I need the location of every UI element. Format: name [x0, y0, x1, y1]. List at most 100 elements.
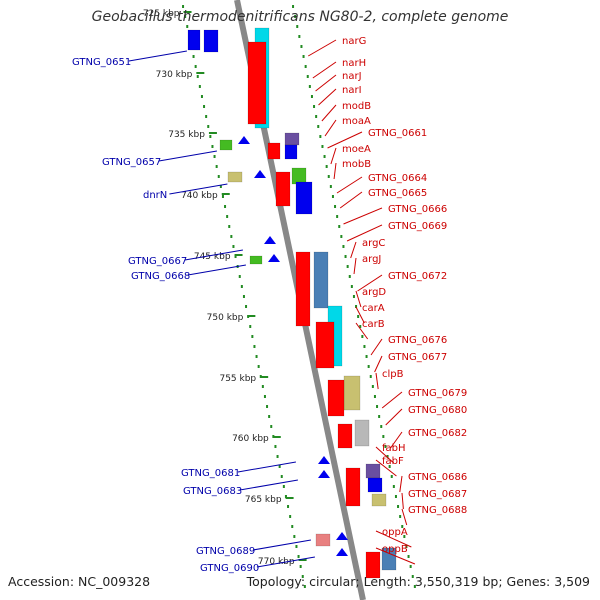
gene-block[interactable]: [337, 423, 353, 449]
gene-label-GTNG_0669[interactable]: GTNG_0669: [388, 221, 447, 232]
gene-label-moeA[interactable]: moeA: [342, 144, 371, 155]
gene-label-dnrN[interactable]: dnrN: [143, 190, 167, 201]
gene-leader-line: [307, 39, 337, 57]
gene-arrow[interactable]: [336, 548, 348, 556]
gene-block[interactable]: [295, 251, 311, 327]
gene-label-GTNG_0686[interactable]: GTNG_0686: [408, 472, 467, 483]
gene-block[interactable]: [227, 171, 243, 183]
axis-tick-label: 735 kbp: [168, 130, 205, 140]
gene-label-GTNG_0664[interactable]: GTNG_0664: [368, 173, 427, 184]
gene-leader-line: [324, 119, 337, 137]
gene-block[interactable]: [313, 251, 329, 309]
gene-label-GTNG_0683[interactable]: GTNG_0683: [183, 486, 242, 497]
gene-arrow[interactable]: [336, 532, 348, 540]
gene-block[interactable]: [187, 29, 201, 51]
gene-label-moaA[interactable]: moaA: [342, 116, 371, 127]
gene-label-narJ[interactable]: narJ: [342, 71, 362, 82]
axis-tick-label: 740 kbp: [181, 191, 218, 201]
gene-leader-line: [390, 431, 403, 449]
gene-label-modB[interactable]: modB: [342, 101, 371, 112]
gene-label-mobB[interactable]: mobB: [342, 159, 371, 170]
gene-label-narH[interactable]: narH: [342, 58, 366, 69]
axis-tick-label: 760 kbp: [232, 434, 269, 444]
topology-text: Topology: circular; Length: 3,550,319 bp…: [246, 574, 590, 589]
gene-label-GTNG_0666[interactable]: GTNG_0666: [388, 204, 447, 215]
gene-label-narI[interactable]: narI: [342, 85, 362, 96]
gene-label-argJ[interactable]: argJ: [362, 254, 381, 265]
gene-label-GTNG_0687[interactable]: GTNG_0687: [408, 489, 467, 500]
gene-leader-line: [346, 224, 383, 242]
gene-block[interactable]: [367, 477, 383, 493]
gene-leader-line: [401, 492, 404, 510]
gene-block[interactable]: [203, 29, 219, 53]
gene-block[interactable]: [381, 547, 397, 571]
gene-leader-line: [184, 249, 243, 261]
gene-block[interactable]: [365, 551, 381, 579]
gene-label-GTNG_0679[interactable]: GTNG_0679: [408, 388, 467, 399]
gene-label-GTNG_0677[interactable]: GTNG_0677: [388, 352, 447, 363]
gene-label-GTNG_0681[interactable]: GTNG_0681: [181, 468, 240, 479]
gene-label-GTNG_0672[interactable]: GTNG_0672: [388, 271, 447, 282]
gene-leader-line: [375, 372, 379, 390]
gene-label-GTNG_0690[interactable]: GTNG_0690: [200, 563, 259, 574]
gene-label-GTNG_0668[interactable]: GTNG_0668: [131, 271, 190, 282]
page-title: Geobacillus thermodenitrificans NG80-2, …: [91, 9, 509, 25]
gene-label-carB[interactable]: carB: [362, 319, 385, 330]
gene-label-GTNG_0651[interactable]: GTNG_0651: [72, 57, 131, 68]
gene-block[interactable]: [354, 419, 370, 447]
gene-block[interactable]: [249, 255, 263, 265]
gene-arrow[interactable]: [254, 170, 266, 178]
gene-label-oppB[interactable]: oppB: [382, 544, 408, 555]
gene-label-GTNG_0657[interactable]: GTNG_0657: [102, 157, 161, 168]
gene-block[interactable]: [345, 467, 361, 507]
gene-arrow[interactable]: [318, 456, 330, 464]
gene-block[interactable]: [371, 493, 387, 507]
gene-label-clpB[interactable]: clpB: [382, 369, 404, 380]
gene-arrow[interactable]: [264, 236, 276, 244]
gene-label-GTNG_0688[interactable]: GTNG_0688: [408, 505, 467, 516]
gene-block[interactable]: [327, 379, 345, 417]
gene-label-GTNG_0682[interactable]: GTNG_0682: [408, 428, 467, 439]
gene-leader-line: [252, 539, 311, 551]
gene-arrow[interactable]: [238, 136, 250, 144]
gene-leader-line: [370, 338, 383, 356]
gene-label-oppA[interactable]: oppA: [382, 527, 408, 538]
gene-block[interactable]: [284, 132, 300, 146]
gene-arrow[interactable]: [268, 254, 280, 262]
gene-features: [187, 27, 397, 579]
gene-leader-line: [321, 104, 337, 122]
gene-leader-line: [350, 241, 357, 259]
gene-leader-line: [355, 322, 369, 340]
gene-block[interactable]: [343, 375, 361, 411]
gene-label-argC[interactable]: argC: [362, 238, 385, 249]
gene-label-GTNG_0689[interactable]: GTNG_0689: [196, 546, 255, 557]
gene-block[interactable]: [267, 142, 281, 160]
gene-block[interactable]: [291, 167, 307, 185]
gene-block[interactable]: [295, 181, 313, 215]
gene-block[interactable]: [315, 533, 331, 547]
gene-label-fabH[interactable]: fabH: [382, 443, 406, 454]
gene-block[interactable]: [219, 139, 233, 151]
gene-label-GTNG_0676[interactable]: GTNG_0676: [388, 335, 447, 346]
gene-block[interactable]: [275, 171, 291, 207]
gene-label-carA[interactable]: carA: [362, 303, 385, 314]
axis-tick-label: 730 kbp: [156, 70, 193, 80]
gene-arrow[interactable]: [318, 470, 330, 478]
gene-block[interactable]: [315, 321, 335, 369]
left-gene-labels: GTNG_0651 GTNG_0657 dnrN GTNG_0667 GTNG_0668…: [72, 50, 315, 574]
gene-leader-line: [315, 74, 337, 92]
gene-label-GTNG_0661[interactable]: GTNG_0661: [368, 128, 427, 139]
gene-block[interactable]: [284, 144, 298, 160]
gene-block[interactable]: [247, 41, 267, 125]
gene-label-GTNG_0680[interactable]: GTNG_0680: [408, 405, 467, 416]
gene-leader-line: [343, 207, 383, 225]
gene-block[interactable]: [365, 463, 381, 479]
gene-label-GTNG_0667[interactable]: GTNG_0667: [128, 256, 187, 267]
gene-label-argD[interactable]: argD: [362, 287, 386, 298]
gene-label-narG[interactable]: narG: [342, 36, 366, 47]
gene-label-fabF[interactable]: fabF: [382, 456, 404, 467]
gene-label-GTNG_0665[interactable]: GTNG_0665: [368, 188, 427, 199]
gene-leader-line: [375, 459, 397, 477]
